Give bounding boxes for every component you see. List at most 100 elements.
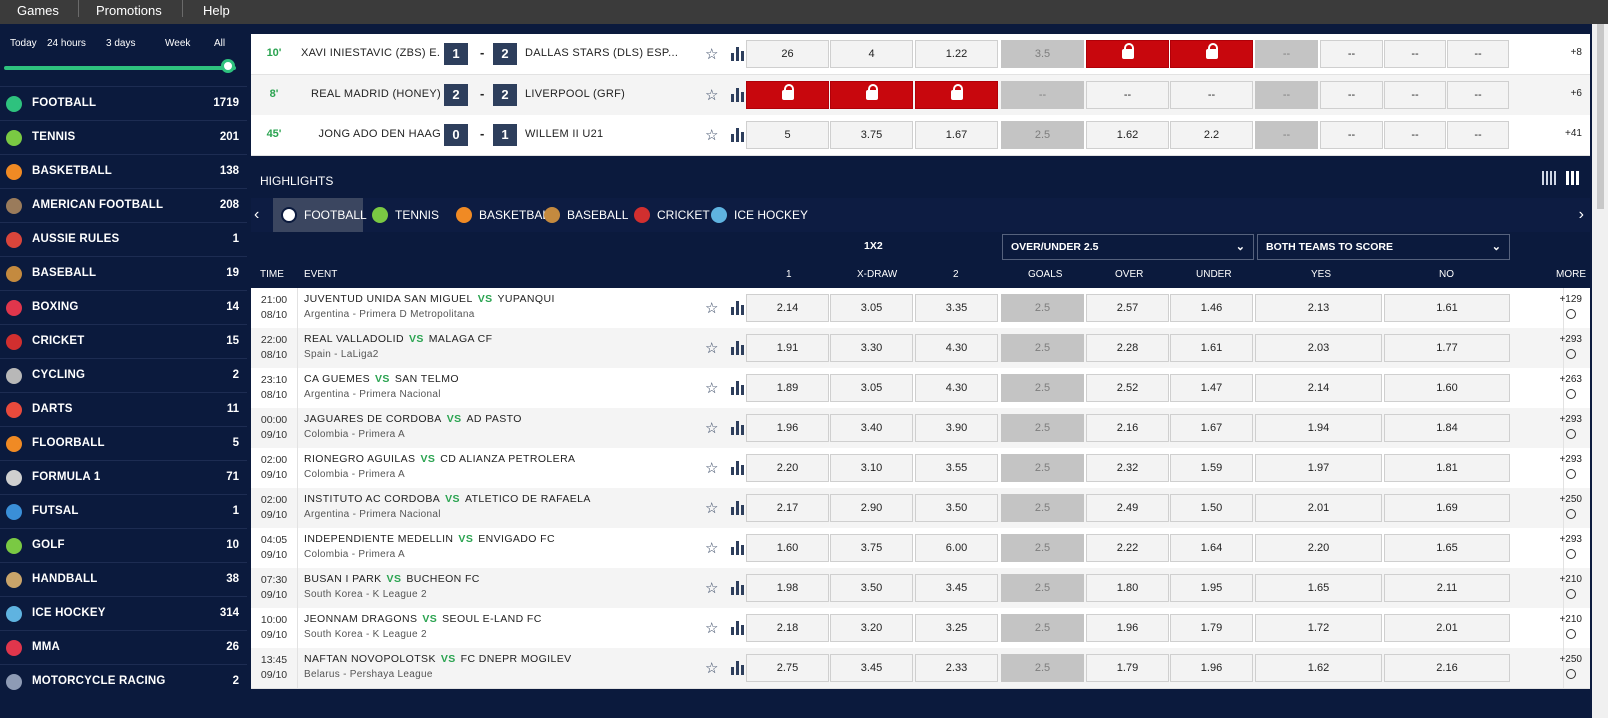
odds-cell[interactable]: 3.90 [915, 414, 998, 442]
odds-cell[interactable]: 1.61 [1170, 334, 1253, 362]
odds-cell[interactable]: 3.05 [830, 374, 913, 402]
more-markets-count[interactable]: +41 [1565, 128, 1582, 139]
odds-cell[interactable]: 1.79 [1086, 654, 1169, 682]
favourite-star-icon[interactable]: ☆ [705, 660, 719, 677]
stats-bar-chart-icon[interactable] [731, 87, 745, 102]
event-matchup[interactable]: JUVENTUD UNIDA SAN MIGUEL VS YUPANQUI [304, 293, 555, 305]
favourite-star-icon[interactable]: ☆ [705, 540, 719, 557]
odds-cell[interactable]: 2.20 [746, 454, 829, 482]
odds-cell[interactable]: 1.77 [1384, 334, 1510, 362]
event-matchup[interactable]: NAFTAN NOVOPOLOTSK VS FC DNEPR MOGILEV [304, 653, 572, 665]
odds-cell[interactable]: 3.05 [830, 294, 913, 322]
odds-cell[interactable]: 1.67 [1170, 414, 1253, 442]
sidebar-sport-item[interactable]: DARTS 11 [0, 392, 247, 426]
event-matchup[interactable]: INSTITUTO AC CORDOBA VS ATLETICO DE RAFAEL… [304, 493, 591, 505]
odds-cell[interactable]: 3.35 [915, 294, 998, 322]
tab-ice-hockey[interactable]: ICE HOCKEY [703, 198, 808, 232]
sidebar-sport-item[interactable]: HANDBALL 38 [0, 562, 247, 596]
odds-cell[interactable]: 2.28 [1086, 334, 1169, 362]
favourite-star-icon[interactable]: ☆ [705, 127, 719, 144]
page-scrollbar-thumb[interactable] [1597, 24, 1604, 209]
odds-cell[interactable]: 1.22 [915, 40, 998, 68]
odds-cell[interactable]: 3.50 [915, 494, 998, 522]
odds-cell[interactable]: 1.96 [1086, 614, 1169, 642]
nav-help[interactable]: Help [203, 3, 230, 18]
tab-cricket[interactable]: CRICKET [626, 198, 710, 232]
stats-bar-chart-icon[interactable] [731, 300, 745, 315]
stats-bar-chart-icon[interactable] [731, 46, 745, 61]
favourite-star-icon[interactable]: ☆ [705, 620, 719, 637]
odds-cell[interactable]: 1.67 [915, 121, 998, 149]
more-markets-count[interactable]: +250 [1559, 494, 1582, 505]
home-team[interactable]: JONG ADO DEN HAAG [318, 128, 441, 140]
tab-tennis[interactable]: TENNIS [364, 198, 446, 232]
odds-cell[interactable]: 3.25 [915, 614, 998, 642]
favourite-star-icon[interactable]: ☆ [705, 380, 719, 397]
event-matchup[interactable]: INDEPENDIENTE MEDELLIN VS ENVIGADO FC [304, 533, 555, 545]
sidebar-sport-item[interactable]: AUSSIE RULES 1 [0, 222, 247, 256]
odds-cell[interactable]: 1.72 [1255, 614, 1382, 642]
odds-cell[interactable]: 4.30 [915, 374, 998, 402]
favourite-star-icon[interactable]: ☆ [705, 580, 719, 597]
standard-view-icon[interactable] [1565, 171, 1579, 185]
event-matchup[interactable]: RIONEGRO AGUILAS VS CD ALIANZA PETROLERA [304, 453, 575, 465]
odds-cell[interactable]: 1.65 [1384, 534, 1510, 562]
sidebar-sport-item[interactable]: BASKETBALL 138 [0, 154, 247, 188]
favourite-star-icon[interactable]: ☆ [705, 300, 719, 317]
odds-cell[interactable]: 4 [830, 40, 913, 68]
stats-bar-chart-icon[interactable] [731, 540, 745, 555]
odds-cell[interactable]: 2.11 [1384, 574, 1510, 602]
odds-cell[interactable]: 1.69 [1384, 494, 1510, 522]
odds-cell[interactable]: 2.5 [1001, 121, 1084, 149]
page-scrollbar[interactable] [1592, 24, 1608, 718]
odds-cell[interactable]: 1.64 [1170, 534, 1253, 562]
odds-cell[interactable]: 2.33 [915, 654, 998, 682]
sidebar-sport-item[interactable]: BOXING 14 [0, 290, 247, 324]
odds-cell[interactable]: 1.98 [746, 574, 829, 602]
odds-cell[interactable]: 2.14 [746, 294, 829, 322]
btts-dropdown[interactable]: BOTH TEAMS TO SCORE ⌄ [1257, 234, 1510, 260]
stats-bar-chart-icon[interactable] [731, 420, 745, 435]
sidebar-sport-item[interactable]: MOTORCYCLE RACING 2 [0, 664, 247, 698]
odds-cell[interactable]: 1.61 [1384, 294, 1510, 322]
odds-cell[interactable]: 2.22 [1086, 534, 1169, 562]
tab-football[interactable]: FOOTBALL [273, 198, 367, 232]
odds-cell[interactable]: 1.65 [1255, 574, 1382, 602]
odds-cell[interactable]: 2.14 [1255, 374, 1382, 402]
odds-cell[interactable]: 3.40 [830, 414, 913, 442]
odds-cell[interactable]: 1.81 [1384, 454, 1510, 482]
odds-cell[interactable]: 2.32 [1086, 454, 1169, 482]
away-team[interactable]: WILLEM II U21 [525, 128, 604, 140]
odds-cell[interactable]: 2.01 [1384, 614, 1510, 642]
sidebar-sport-item[interactable]: BASEBALL 19 [0, 256, 247, 290]
range-24-hours[interactable]: 24 hours [47, 38, 86, 49]
odds-cell[interactable]: 2.52 [1086, 374, 1169, 402]
sidebar-sport-item[interactable]: TENNIS 201 [0, 120, 247, 154]
more-markets-count[interactable]: +293 [1559, 454, 1582, 465]
odds-cell[interactable]: 2.18 [746, 614, 829, 642]
time-range-slider-handle[interactable] [221, 59, 235, 73]
odds-cell[interactable]: 1.84 [1384, 414, 1510, 442]
tabs-next-arrow-icon[interactable]: › [1578, 206, 1584, 223]
tabs-prev-arrow-icon[interactable]: ‹ [254, 206, 260, 223]
range-today[interactable]: Today [10, 38, 37, 49]
odds-cell[interactable]: 2.16 [1086, 414, 1169, 442]
odds-cell[interactable]: 1.62 [1086, 121, 1169, 149]
odds-cell[interactable]: 3.75 [830, 121, 913, 149]
odds-cell[interactable]: 2.75 [746, 654, 829, 682]
odds-cell[interactable]: 1.59 [1170, 454, 1253, 482]
odds-cell[interactable]: 3.45 [915, 574, 998, 602]
odds-cell[interactable]: 3.50 [830, 574, 913, 602]
odds-cell[interactable]: 1.62 [1255, 654, 1382, 682]
odds-cell[interactable]: 6.00 [915, 534, 998, 562]
odds-cell[interactable]: 2.03 [1255, 334, 1382, 362]
sidebar-sport-item[interactable]: MMA 26 [0, 630, 247, 664]
favourite-star-icon[interactable]: ☆ [705, 340, 719, 357]
sidebar-sport-item[interactable]: FORMULA 1 71 [0, 460, 247, 494]
odds-cell[interactable]: 2.16 [1384, 654, 1510, 682]
sidebar-sport-item[interactable]: CRICKET 15 [0, 324, 247, 358]
event-matchup[interactable]: REAL VALLADOLID VS MALAGA CF [304, 333, 492, 345]
odds-cell[interactable]: 3.45 [830, 654, 913, 682]
event-matchup[interactable]: JEONNAM DRAGONS VS SEOUL E-LAND FC [304, 613, 542, 625]
odds-cell[interactable]: 2.20 [1255, 534, 1382, 562]
